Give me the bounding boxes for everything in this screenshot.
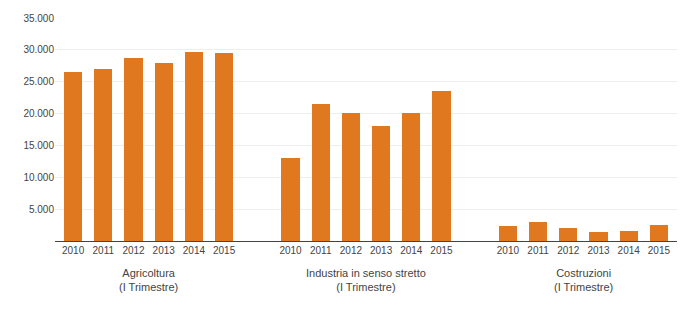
- svg-text:30.000: 30.000: [23, 44, 54, 55]
- svg-text:35.000: 35.000: [23, 13, 54, 24]
- svg-text:2010: 2010: [497, 245, 520, 256]
- svg-text:2011: 2011: [93, 245, 115, 256]
- svg-text:Industria in senso stretto(I T: Industria in senso stretto(I Trimestre): [306, 267, 426, 293]
- svg-text:2014: 2014: [183, 245, 206, 256]
- svg-text:2012: 2012: [557, 245, 580, 256]
- svg-text:2014: 2014: [618, 245, 641, 256]
- svg-text:20.000: 20.000: [23, 108, 54, 119]
- svg-text:Costruzioni(I Trimestre): Costruzioni(I Trimestre): [554, 267, 613, 293]
- svg-text:2013: 2013: [370, 245, 393, 256]
- svg-text:25.000: 25.000: [23, 76, 54, 87]
- svg-text:5.000: 5.000: [29, 204, 54, 215]
- svg-text:2015: 2015: [648, 245, 671, 256]
- svg-text:2011: 2011: [310, 245, 332, 256]
- svg-text:2010: 2010: [279, 245, 302, 256]
- svg-text:15.000: 15.000: [23, 140, 54, 151]
- svg-text:2010: 2010: [62, 245, 85, 256]
- svg-text:10.000: 10.000: [23, 172, 54, 183]
- svg-text:2013: 2013: [153, 245, 176, 256]
- svg-text:2012: 2012: [340, 245, 363, 256]
- svg-text:Agricoltura(I Trimestre): Agricoltura(I Trimestre): [119, 267, 178, 293]
- svg-text:2014: 2014: [400, 245, 423, 256]
- svg-text:2013: 2013: [587, 245, 610, 256]
- svg-text:2015: 2015: [430, 245, 453, 256]
- svg-text:2012: 2012: [122, 245, 145, 256]
- svg-text:2011: 2011: [527, 245, 549, 256]
- svg-text:2015: 2015: [213, 245, 236, 256]
